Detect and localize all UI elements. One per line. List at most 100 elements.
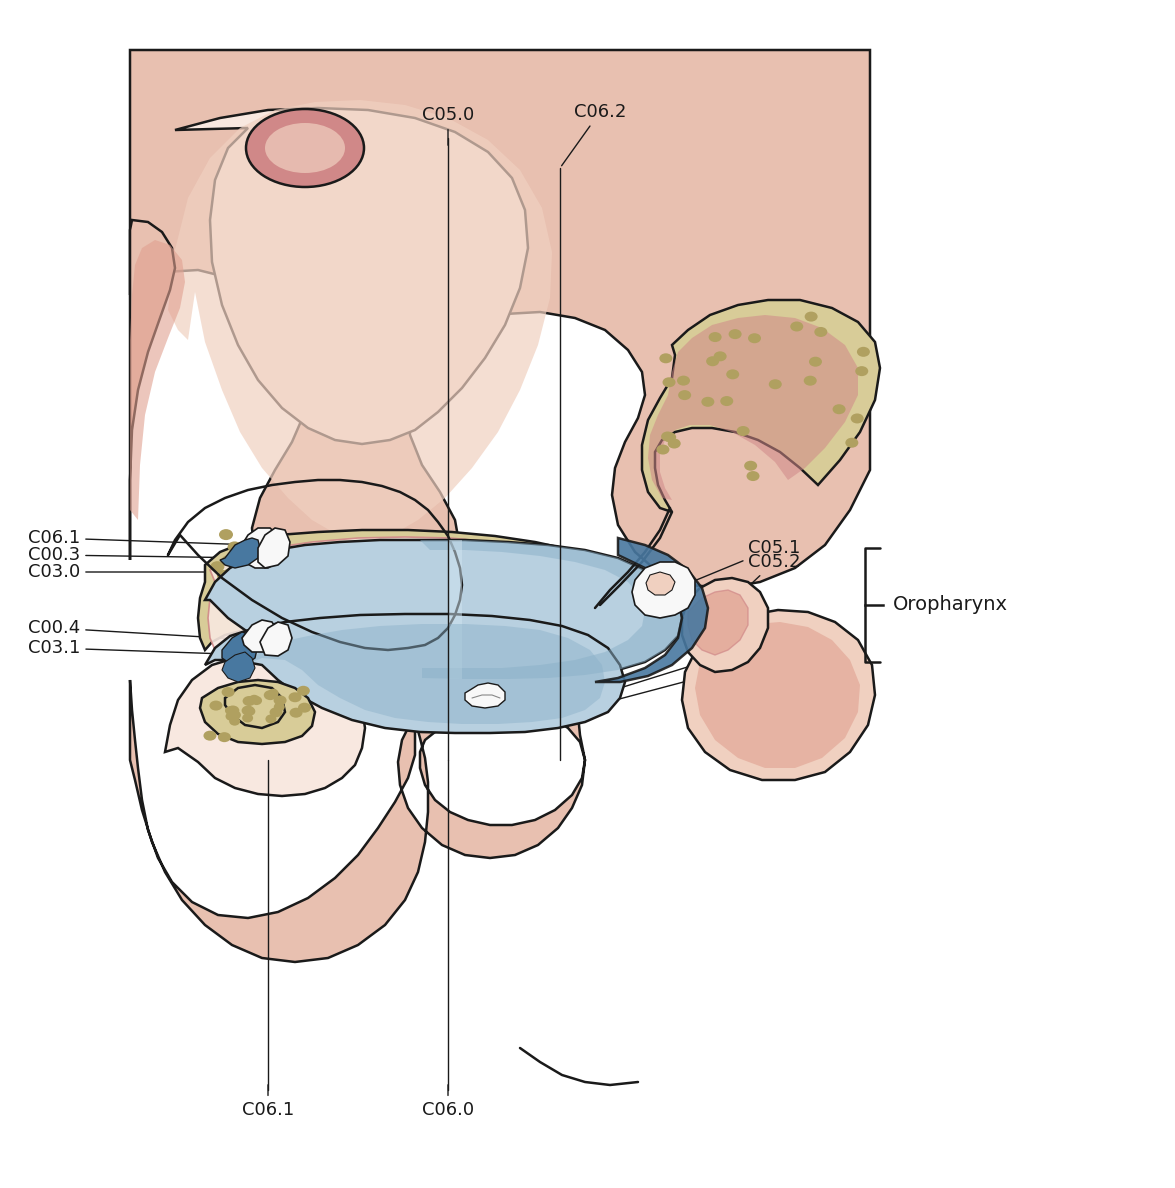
Polygon shape: [682, 579, 768, 672]
Polygon shape: [222, 632, 258, 665]
Ellipse shape: [340, 576, 354, 587]
Polygon shape: [694, 623, 860, 767]
Ellipse shape: [845, 437, 859, 448]
Polygon shape: [246, 624, 605, 723]
Ellipse shape: [768, 379, 781, 390]
Text: C06.1: C06.1: [242, 1085, 294, 1119]
Text: C05.0: C05.0: [422, 106, 475, 145]
Polygon shape: [647, 315, 858, 500]
Ellipse shape: [295, 565, 309, 576]
Ellipse shape: [289, 693, 302, 702]
Ellipse shape: [298, 702, 311, 713]
Ellipse shape: [444, 582, 458, 593]
Ellipse shape: [343, 576, 357, 587]
Ellipse shape: [251, 696, 262, 704]
Ellipse shape: [663, 432, 676, 442]
Ellipse shape: [249, 695, 260, 703]
Text: C00.3: C00.3: [28, 546, 253, 564]
Ellipse shape: [268, 689, 278, 697]
Ellipse shape: [615, 653, 629, 665]
Polygon shape: [220, 538, 260, 568]
Ellipse shape: [274, 695, 287, 706]
Ellipse shape: [851, 413, 864, 423]
Ellipse shape: [217, 570, 231, 581]
Ellipse shape: [667, 438, 680, 449]
Ellipse shape: [222, 555, 236, 565]
Ellipse shape: [814, 327, 827, 337]
Ellipse shape: [340, 555, 354, 567]
Polygon shape: [642, 301, 880, 512]
Ellipse shape: [659, 353, 672, 364]
Ellipse shape: [335, 567, 349, 577]
Ellipse shape: [726, 369, 739, 379]
Ellipse shape: [748, 333, 761, 343]
Ellipse shape: [260, 567, 274, 579]
Ellipse shape: [600, 620, 615, 631]
Polygon shape: [448, 541, 462, 680]
Ellipse shape: [542, 619, 556, 630]
Ellipse shape: [469, 613, 482, 624]
Ellipse shape: [435, 592, 449, 602]
Polygon shape: [130, 240, 184, 520]
Ellipse shape: [746, 472, 759, 481]
Ellipse shape: [227, 710, 239, 720]
Ellipse shape: [242, 696, 256, 706]
Polygon shape: [208, 537, 642, 658]
Ellipse shape: [236, 574, 250, 584]
Polygon shape: [632, 562, 694, 618]
Ellipse shape: [370, 602, 384, 614]
Ellipse shape: [226, 712, 236, 721]
Ellipse shape: [297, 685, 310, 696]
Polygon shape: [419, 541, 682, 680]
Polygon shape: [204, 614, 625, 733]
Ellipse shape: [228, 542, 242, 552]
Ellipse shape: [395, 576, 409, 588]
Ellipse shape: [240, 576, 254, 587]
Polygon shape: [200, 680, 315, 744]
Ellipse shape: [709, 333, 721, 342]
Ellipse shape: [266, 714, 276, 723]
Ellipse shape: [808, 356, 822, 367]
Ellipse shape: [266, 124, 345, 173]
Ellipse shape: [657, 444, 670, 455]
Polygon shape: [222, 652, 255, 682]
Ellipse shape: [805, 311, 818, 322]
Ellipse shape: [677, 375, 690, 386]
Polygon shape: [168, 100, 552, 541]
Polygon shape: [465, 683, 505, 708]
Ellipse shape: [203, 731, 216, 740]
Ellipse shape: [791, 322, 804, 331]
Ellipse shape: [229, 716, 240, 726]
Ellipse shape: [269, 574, 283, 584]
Ellipse shape: [833, 404, 846, 415]
Text: C03.1: C03.1: [611, 649, 800, 701]
Polygon shape: [130, 668, 585, 962]
Ellipse shape: [678, 390, 691, 400]
Text: C00.4: C00.4: [28, 619, 253, 640]
Ellipse shape: [269, 707, 282, 718]
Ellipse shape: [263, 690, 277, 700]
Ellipse shape: [626, 652, 640, 663]
Text: C06.2: C06.2: [623, 631, 800, 687]
Polygon shape: [130, 50, 870, 628]
Ellipse shape: [855, 366, 868, 377]
Ellipse shape: [217, 732, 230, 742]
Ellipse shape: [246, 109, 364, 187]
Ellipse shape: [537, 620, 551, 632]
Ellipse shape: [543, 605, 557, 615]
Ellipse shape: [276, 544, 289, 555]
Polygon shape: [165, 655, 365, 796]
Ellipse shape: [706, 356, 719, 366]
Ellipse shape: [344, 576, 358, 587]
Ellipse shape: [363, 561, 377, 573]
Ellipse shape: [230, 710, 241, 720]
Ellipse shape: [405, 602, 419, 613]
Ellipse shape: [663, 378, 676, 387]
Ellipse shape: [287, 548, 301, 558]
Polygon shape: [258, 527, 290, 568]
Ellipse shape: [662, 431, 674, 442]
Ellipse shape: [242, 714, 253, 722]
Ellipse shape: [515, 624, 528, 634]
Ellipse shape: [307, 546, 321, 558]
Polygon shape: [646, 571, 674, 595]
